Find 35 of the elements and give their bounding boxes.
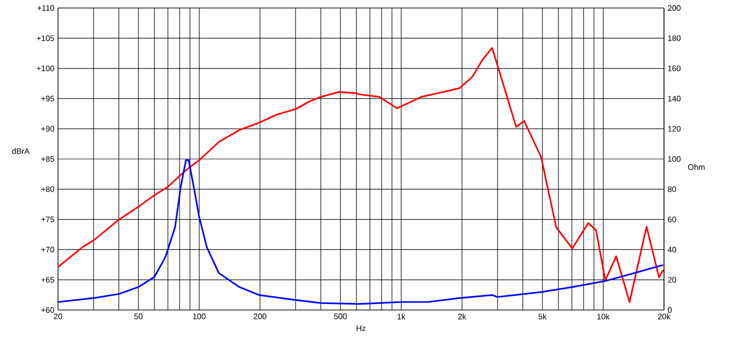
y2-tick-label: 120	[668, 126, 681, 132]
y2-tick-label: 140	[668, 96, 681, 102]
x-tick-label: 2k	[458, 314, 466, 320]
y2-tick-label: 20	[668, 276, 676, 283]
x-axis-title: Hz	[356, 326, 366, 332]
y-tick-label: +80	[41, 186, 54, 192]
y2-tick-label: 100	[668, 156, 681, 162]
x-tick-label: 200	[254, 314, 266, 320]
y-tick-label: +70	[41, 246, 54, 252]
y-tick-label: +65	[41, 276, 54, 283]
y-tick-label: +105	[36, 35, 54, 42]
y2-tick-label: 80	[668, 186, 676, 192]
y-tick-label: +60	[41, 307, 54, 313]
y-tick-label: +75	[41, 216, 54, 222]
y2-tick-label: 160	[668, 66, 681, 72]
y2-tick-label: 40	[668, 246, 676, 252]
y2-axis-title: Ohm	[688, 164, 705, 170]
x-tick-label: 10k	[597, 314, 610, 320]
x-tick-label: 20	[54, 314, 62, 320]
y2-tick-label: 60	[668, 216, 676, 222]
y2-tick-label: 180	[668, 35, 681, 42]
x-tick-label: 1k	[398, 314, 406, 320]
y-tick-label: +95	[41, 96, 54, 102]
y2-tick-label: 200	[668, 5, 681, 11]
x-tick-label: 100	[193, 314, 206, 320]
y-axis-title: dBrA	[12, 148, 30, 154]
y-tick-label: +90	[41, 126, 54, 132]
x-tick-label: 500	[334, 314, 347, 320]
x-tick-label: 50	[134, 314, 143, 320]
y-tick-label: +100	[36, 66, 54, 72]
y-tick-label: +110	[37, 5, 54, 11]
y2-tick-label: 0	[668, 307, 672, 313]
x-tick-label: 5k	[538, 314, 547, 320]
x-tick-label: 20k	[658, 314, 670, 320]
y-tick-label: +85	[41, 156, 54, 162]
